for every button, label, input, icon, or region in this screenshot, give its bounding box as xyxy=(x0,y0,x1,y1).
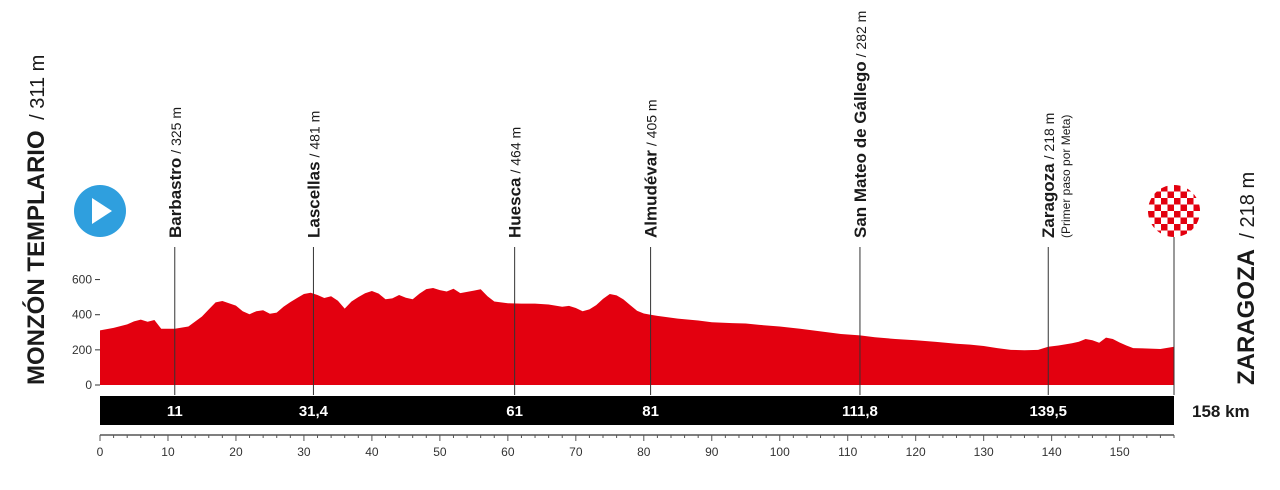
x-tick-label: 90 xyxy=(705,445,719,459)
x-tick-label: 20 xyxy=(229,445,243,459)
waypoint-altitude: / 481 m xyxy=(306,111,322,158)
elevation-profile-area xyxy=(100,288,1174,385)
x-tick-label: 110 xyxy=(838,445,857,459)
y-axis-ticks: 0 200 400 600 xyxy=(72,273,100,392)
y-tick-label: 200 xyxy=(72,343,92,357)
km-bar-label: 31,4 xyxy=(299,403,329,420)
waypoint-label: Barbastro / 325 m xyxy=(166,107,185,238)
x-tick-label: 150 xyxy=(1110,445,1130,459)
km-bar-label: 81 xyxy=(642,403,659,420)
waypoint-altitude: / 218 m xyxy=(1041,113,1057,160)
km-bar-label: 61 xyxy=(506,403,523,420)
start-marker xyxy=(74,185,126,237)
finish-label: ZARAGOZA / 218 m xyxy=(1233,172,1260,385)
waypoint-name: Zaragoza xyxy=(1039,163,1058,238)
x-tick-label: 70 xyxy=(569,445,583,459)
waypoint-label: San Mateo de Gállego / 282 m xyxy=(851,11,870,238)
x-tick-label: 0 xyxy=(97,445,104,459)
waypoint-altitude: / 325 m xyxy=(168,107,184,154)
x-tick-label: 130 xyxy=(974,445,994,459)
waypoints: Barbastro / 325 m Lascellas / 481 m Huesca / … xyxy=(166,11,1073,395)
start-name: MONZÓN TEMPLARIO xyxy=(22,130,50,385)
y-tick-label: 400 xyxy=(72,308,92,322)
waypoint-name: Barbastro xyxy=(166,158,185,238)
x-tick-label: 40 xyxy=(365,445,379,459)
km-bar-label: 11 xyxy=(167,403,183,420)
waypoint-label: Lascellas / 481 m xyxy=(304,111,323,238)
x-tick-label: 120 xyxy=(906,445,926,459)
finish-name: ZARAGOZA xyxy=(1233,249,1260,385)
waypoint-label: Zaragoza / 218 m xyxy=(1039,113,1058,238)
km-bar-label: 139,5 xyxy=(1029,403,1067,420)
waypoint-name: Almudévar xyxy=(642,150,661,238)
x-axis: 0 10 20 30 40 50 60 70 80 90 100 110 120 130 140 150 xyxy=(97,434,1175,459)
waypoint-name: Huesca xyxy=(506,177,525,238)
km-bar xyxy=(100,396,1174,425)
x-tick-label: 140 xyxy=(1042,445,1062,459)
waypoint-name: Lascellas xyxy=(304,161,323,238)
km-bar-label: 111,8 xyxy=(842,403,878,420)
y-tick-label: 600 xyxy=(72,273,92,287)
x-tick-label: 80 xyxy=(637,445,651,459)
waypoint-label: Huesca / 464 m xyxy=(506,127,525,238)
waypoint-altitude: / 405 m xyxy=(644,99,660,146)
total-distance: 158 km xyxy=(1192,402,1250,421)
waypoint-altitude: / 464 m xyxy=(508,127,524,174)
waypoint-name: San Mateo de Gállego xyxy=(851,61,870,238)
y-tick-label: 0 xyxy=(85,378,92,392)
x-tick-label: 50 xyxy=(433,445,447,459)
waypoint-altitude: / 282 m xyxy=(853,11,869,58)
x-tick-label: 100 xyxy=(770,445,790,459)
x-tick-label: 10 xyxy=(161,445,175,459)
start-altitude: / 311 m xyxy=(27,55,49,120)
start-label: MONZÓN TEMPLARIO / 311 m xyxy=(22,55,50,385)
finish-altitude: / 218 m xyxy=(1237,172,1259,239)
play-triangle xyxy=(92,198,112,224)
waypoint-label: Almudévar / 405 m xyxy=(642,99,661,238)
x-tick-label: 30 xyxy=(297,445,311,459)
x-tick-label: 60 xyxy=(501,445,515,459)
waypoint-note: (Primer paso por Meta) xyxy=(1059,115,1073,238)
km-bar-labels: 11 31,4 61 81 111,8 139,5 xyxy=(167,403,1067,420)
